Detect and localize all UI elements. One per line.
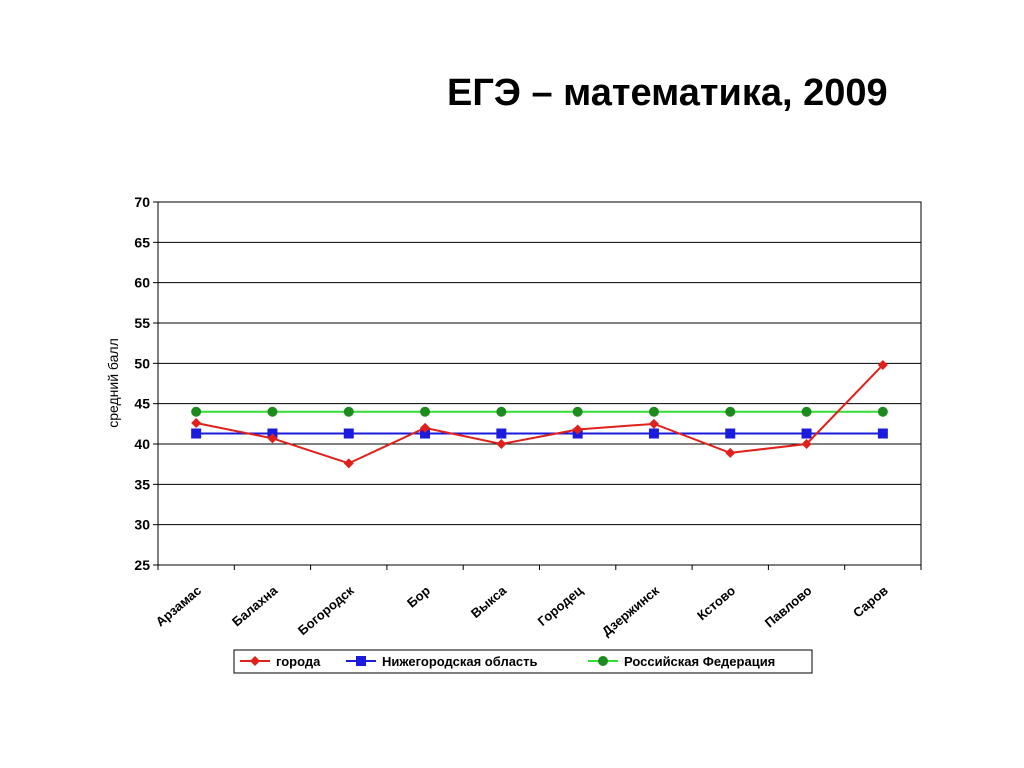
legend-marker: [598, 656, 608, 666]
y-tick-label: 35: [134, 476, 150, 492]
data-point: [725, 447, 736, 458]
x-tick-label: Саров: [850, 583, 891, 621]
x-tick-label: Городец: [535, 583, 586, 629]
data-point: [420, 428, 431, 439]
legend-item: Нижегородская область: [346, 654, 538, 669]
y-tick-label: 45: [134, 396, 150, 412]
data-point: [877, 406, 888, 417]
x-tick-label: Арзамас: [153, 583, 204, 630]
y-axis-label: средний балл: [105, 338, 121, 428]
x-tick-label: Выкса: [468, 582, 510, 621]
data-point: [725, 406, 736, 417]
legend-label: Российская Федерация: [624, 654, 775, 669]
data-point: [420, 406, 431, 417]
legend-marker: [250, 656, 260, 666]
data-point: [496, 439, 507, 449]
y-tick-label: 70: [134, 194, 150, 210]
x-tick-label: Богородск: [295, 582, 357, 638]
data-point: [191, 406, 202, 417]
y-axis-ticks: 25 30 35 40 45 50 55 60 65 70: [134, 194, 158, 573]
data-point: [420, 422, 431, 433]
data-point: [343, 428, 354, 439]
data-point: [267, 406, 278, 417]
x-tick-label: Балахна: [229, 582, 281, 629]
y-tick-label: 55: [134, 315, 150, 331]
data-point: [572, 406, 583, 417]
x-tick-label: Бор: [404, 583, 433, 611]
data-point: [648, 418, 659, 429]
legend-label: города: [276, 654, 321, 669]
x-tick-label: Павлово: [762, 583, 815, 631]
data-point: [343, 458, 354, 469]
data-point: [877, 428, 888, 439]
series-1: [191, 359, 888, 469]
data-point: [877, 359, 888, 370]
legend-label: Нижегородская область: [382, 654, 538, 669]
y-tick-label: 50: [134, 355, 150, 371]
slide-title: ЕГЭ – математика, 2009: [447, 72, 888, 114]
series-line: [195, 364, 884, 465]
data-point: [267, 433, 278, 444]
data-point: [801, 439, 812, 449]
gridlines: [158, 201, 921, 566]
data-point: [648, 428, 659, 439]
plot-area: [157, 201, 922, 566]
y-tick-label: 25: [134, 557, 150, 573]
y-tick-label: 60: [134, 275, 150, 291]
legend-item: Российская Федерация: [588, 654, 775, 669]
data-point: [496, 428, 507, 439]
series-group: [191, 359, 888, 469]
data-point: [801, 428, 812, 439]
data-point: [725, 428, 736, 439]
data-point: [648, 406, 659, 417]
y-tick-label: 30: [134, 517, 150, 533]
data-point: [801, 406, 812, 417]
x-axis-ticks: Арзамас Балахна Богородск Бор Выкса Городец Дз…: [153, 565, 922, 639]
x-tick-label: Кстово: [694, 583, 738, 623]
legend-marker: [356, 656, 366, 666]
legend-item: города: [240, 654, 321, 669]
legend: города Нижегородская область Российская Фе…: [233, 649, 813, 674]
y-tick-label: 40: [134, 436, 150, 452]
y-tick-label: 65: [134, 234, 150, 250]
data-point: [191, 428, 202, 439]
data-point: [191, 418, 202, 429]
x-tick-label: Дзержинск: [599, 582, 662, 639]
series-3: [191, 406, 888, 417]
data-point: [496, 406, 507, 417]
data-point: [343, 406, 354, 417]
legend-box: [233, 649, 813, 674]
data-point: [572, 424, 583, 435]
